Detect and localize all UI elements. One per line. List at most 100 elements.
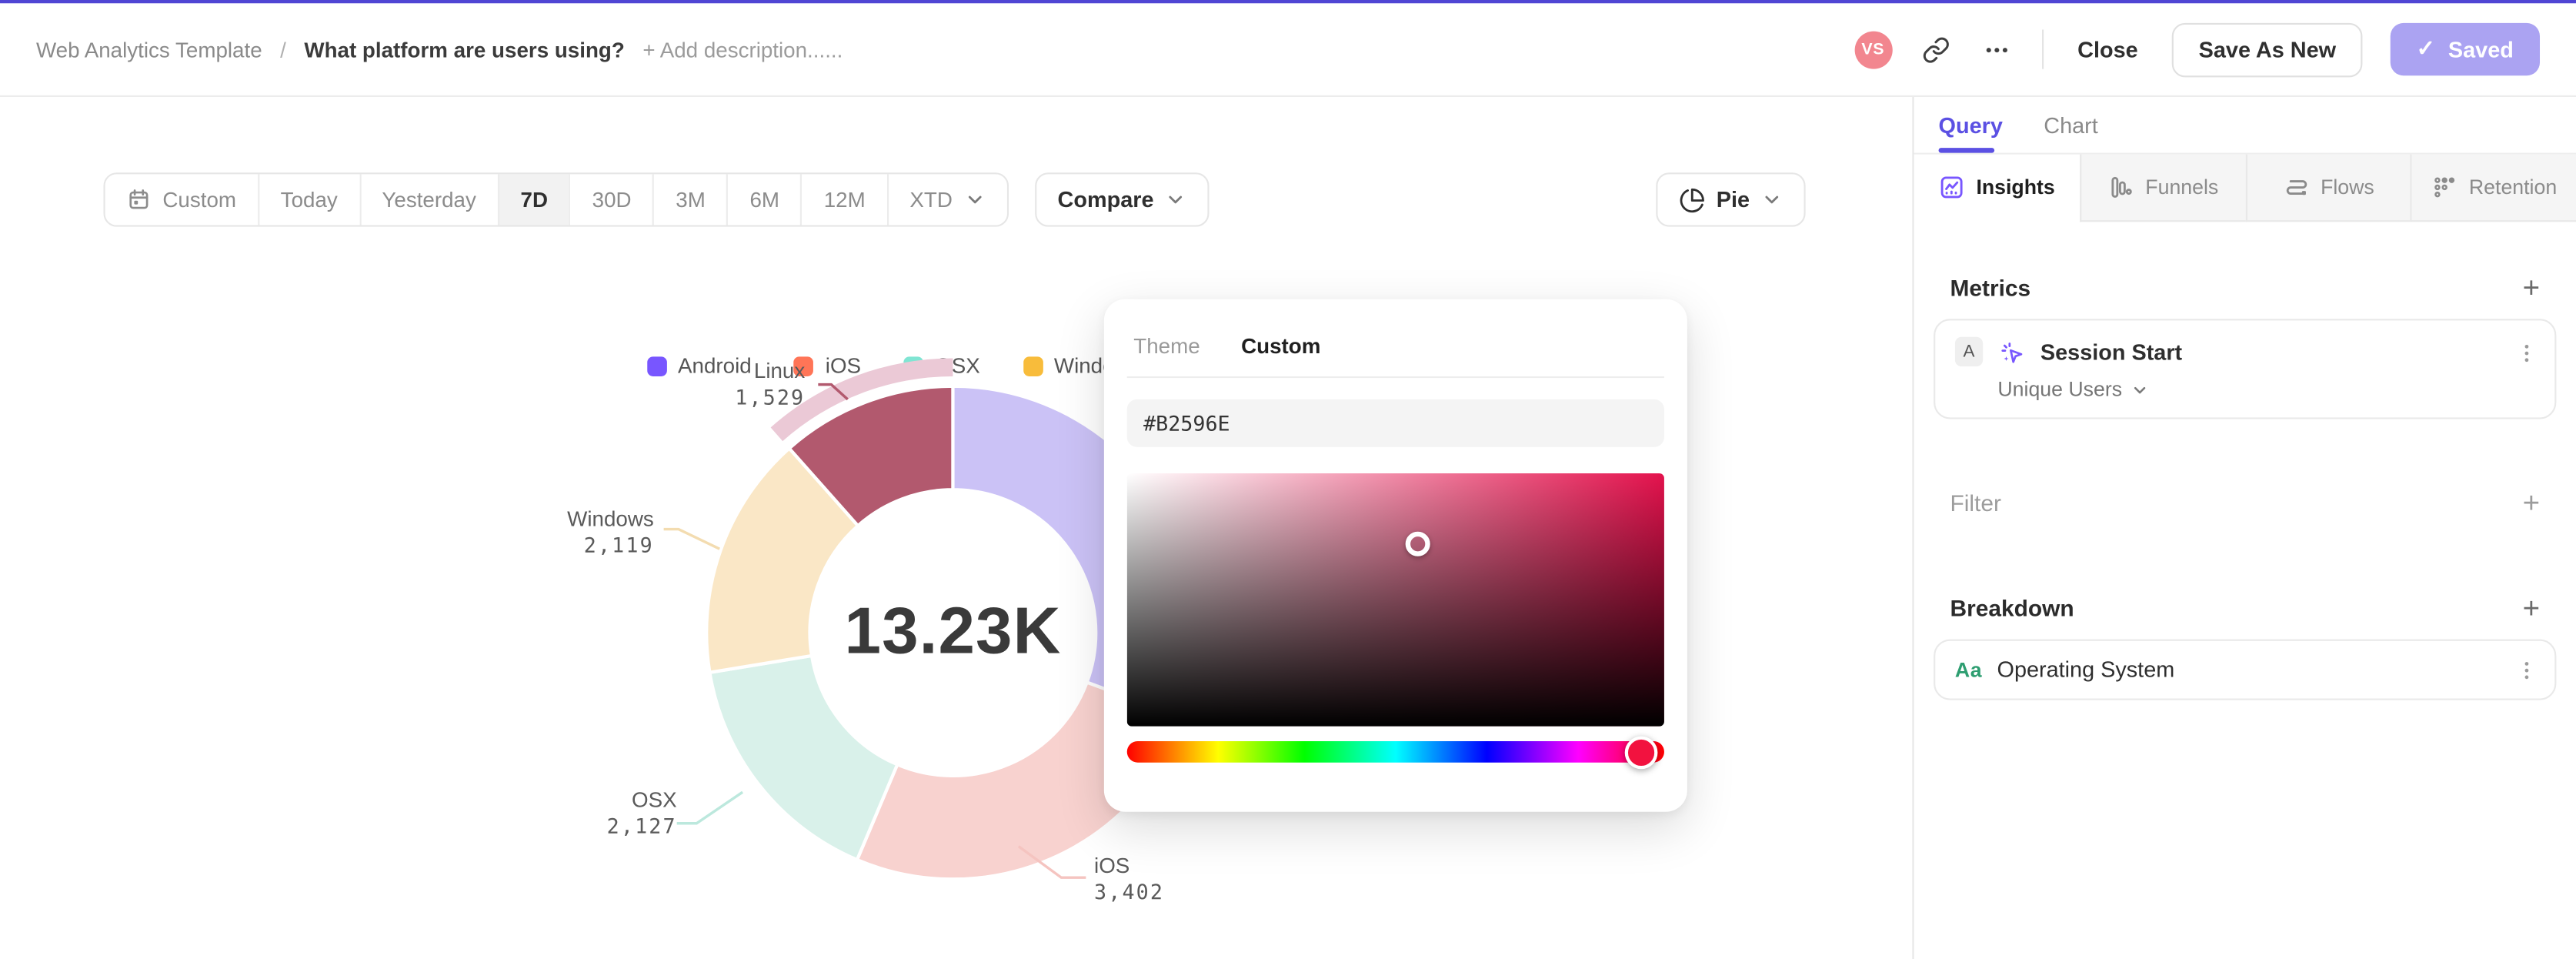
range-30d[interactable]: 30D (569, 174, 653, 226)
header-actions: VS Close Save As New ✓ Saved (1854, 22, 2541, 77)
date-range-segmented-control: Custom Today Yesterday 7D 30D 3M 6M 12M XTD (103, 172, 1009, 227)
chart-toolbar: Custom Today Yesterday 7D 30D 3M 6M 12M XTD Comp… (103, 172, 1806, 227)
slice-label-name: iOS (1094, 853, 1130, 878)
legend-swatch (646, 356, 667, 376)
add-metric-button[interactable]: + (2522, 271, 2541, 305)
series-letter-badge: A (1954, 336, 1984, 367)
sv-cursor[interactable] (1405, 531, 1430, 556)
range-6m[interactable]: 6M (726, 174, 801, 226)
range-custom[interactable]: Custom (105, 174, 258, 226)
legend-item-osx[interactable]: OSX (893, 347, 992, 385)
active-tab-underline (1938, 148, 1995, 153)
metric-card[interactable]: A Session Start Unique Users (1934, 319, 2557, 419)
tab-theme[interactable]: Theme (1133, 333, 1200, 359)
breadcrumb: Web Analytics Template / What platform a… (36, 37, 843, 62)
insights-icon (1940, 176, 1963, 199)
calendar-icon (129, 189, 148, 209)
legend-swatch (903, 356, 924, 376)
hex-color-input[interactable]: #B2596E (1126, 399, 1664, 447)
range-label: Yesterday (382, 187, 476, 212)
compare-button[interactable]: Compare (1034, 172, 1210, 227)
breakdown-property-name[interactable]: Operating System (1997, 657, 2175, 683)
legend-swatch (1023, 356, 1043, 376)
analysis-type-tabs: Insights Funnels Flows Retention (1914, 152, 2576, 222)
view-tab-funnels[interactable]: Funnels (2079, 154, 2245, 222)
hue-slider-thumb[interactable] (1625, 735, 1658, 769)
range-12m[interactable]: 12M (800, 174, 887, 226)
breakdown-section-header: Breakdown + (1934, 593, 2556, 623)
page-title[interactable]: What platform are users using? (304, 37, 625, 62)
range-today[interactable]: Today (257, 174, 359, 226)
avatar[interactable]: VS (1854, 30, 1892, 68)
more-options-button[interactable] (1980, 33, 2014, 66)
breakdown-card-row: Aa Operating System (1955, 657, 2535, 682)
label-connector-windows (663, 527, 720, 550)
range-label: Today (280, 187, 338, 212)
event-sparkle-cursor-icon (2001, 342, 2023, 363)
saturation-value-area[interactable] (1126, 473, 1664, 727)
range-yesterday[interactable]: Yesterday (359, 174, 498, 226)
range-label: Custom (162, 187, 237, 212)
close-button[interactable]: Close (2077, 37, 2138, 62)
breakdown-options-button[interactable] (2515, 657, 2538, 683)
legend-item-android[interactable]: Android (635, 347, 762, 385)
metric-options-button[interactable] (2515, 340, 2538, 366)
filter-section-header: Filter + (1934, 488, 2556, 517)
pie-slice-linux[interactable] (787, 384, 955, 528)
breadcrumb-root[interactable]: Web Analytics Template (35, 37, 262, 62)
range-xtd[interactable]: XTD (886, 174, 1007, 226)
tab-query[interactable]: Query (1938, 112, 2003, 138)
breadcrumb-separator: / (280, 37, 286, 62)
slice-label-value: 3,402 (1094, 879, 1165, 904)
slice-label-osx: OSX 2,127 (607, 787, 677, 840)
save-as-new-button[interactable]: Save As New (2172, 22, 2363, 77)
pie-slice-osx[interactable] (708, 653, 899, 862)
tab-chart[interactable]: Chart (2044, 112, 2098, 138)
view-tab-flows[interactable]: Flows (2244, 154, 2411, 222)
view-tab-label: Funnels (2145, 175, 2219, 199)
top-bar: Web Analytics Template / What platform a… (0, 0, 2576, 97)
chart-type-label: Pie (1716, 187, 1750, 212)
add-filter-button[interactable]: + (2522, 486, 2541, 520)
view-tab-insights[interactable]: Insights (1914, 154, 2080, 222)
saved-button[interactable]: ✓ Saved (2390, 22, 2541, 76)
range-7d[interactable]: 7D (497, 174, 569, 226)
header-divider (2041, 29, 2044, 69)
chart-type-button[interactable]: Pie (1655, 172, 1806, 227)
breakdown-card[interactable]: Aa Operating System (1934, 639, 2557, 700)
legend-item-ios[interactable]: iOS (782, 347, 873, 385)
metric-card-row: A Session Start (1954, 336, 2538, 367)
slice-label-value: 2,119 (583, 532, 654, 557)
range-label: 7D (520, 187, 549, 212)
view-tab-label: Flows (2321, 175, 2374, 199)
date-range-group: Custom Today Yesterday 7D 30D 3M 6M 12M XTD Comp… (103, 172, 1210, 227)
legend-label: OSX (935, 353, 980, 379)
check-icon: ✓ (2416, 35, 2435, 62)
slice-label-name: OSX (632, 787, 677, 812)
range-3m[interactable]: 3M (652, 174, 727, 226)
range-label: 6M (749, 187, 780, 212)
chart-center-total: 13.23K (844, 596, 1062, 668)
pie-slice-windows[interactable] (705, 446, 860, 674)
add-breakdown-button[interactable]: + (2522, 591, 2541, 625)
legend-label: Android (678, 353, 752, 379)
kebab-icon (2524, 662, 2529, 680)
tab-custom[interactable]: Custom (1241, 333, 1321, 359)
legend-label: iOS (825, 353, 862, 379)
add-description-button[interactable]: + Add description...... (642, 37, 843, 62)
view-tab-retention[interactable]: Retention (2410, 154, 2576, 222)
ellipsis-icon (1986, 47, 2008, 52)
compare-label: Compare (1057, 187, 1154, 212)
chevron-down-icon (1169, 195, 1183, 204)
color-picker-popover: Theme Custom #B2596E (1103, 299, 1687, 812)
saved-label: Saved (2448, 37, 2514, 62)
kebab-icon (2524, 344, 2529, 363)
metrics-section-header: Metrics + (1934, 272, 2556, 302)
hue-slider[interactable] (1126, 735, 1664, 769)
measure-selector[interactable]: Unique Users (1955, 378, 2535, 401)
range-label: 12M (823, 187, 866, 212)
share-link-button[interactable] (1920, 33, 1953, 66)
metric-event-name[interactable]: Session Start (2040, 339, 2183, 364)
